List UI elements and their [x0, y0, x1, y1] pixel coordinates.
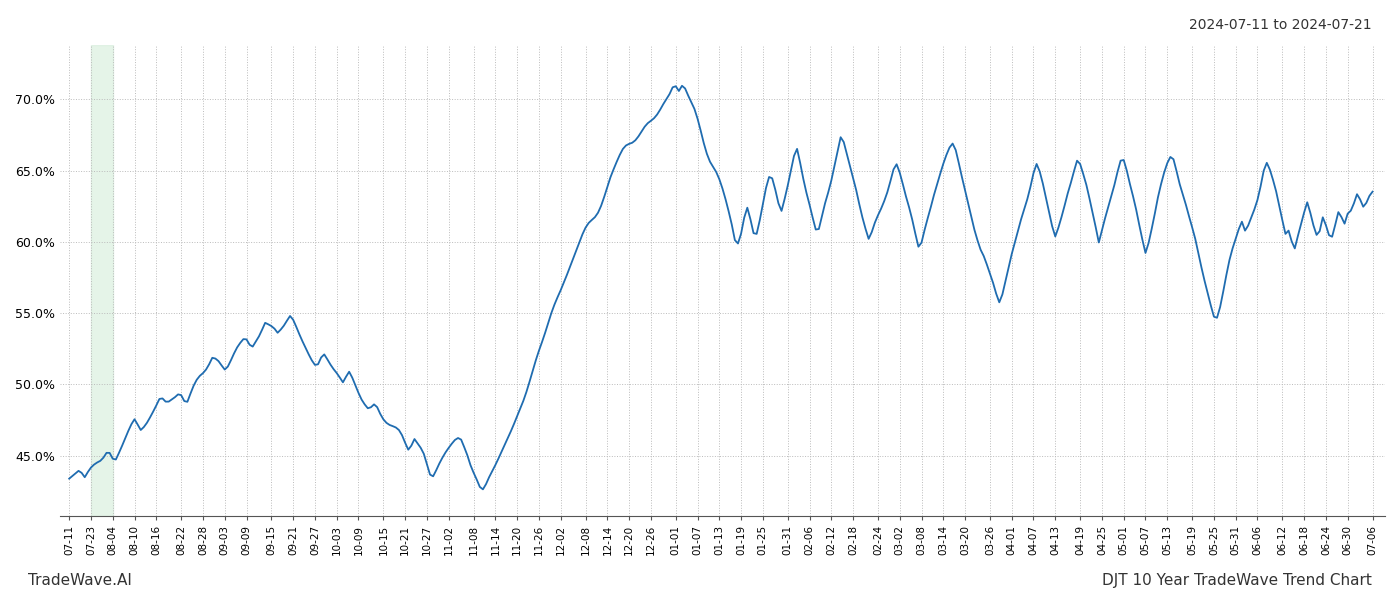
Text: DJT 10 Year TradeWave Trend Chart: DJT 10 Year TradeWave Trend Chart [1102, 573, 1372, 588]
Text: 2024-07-11 to 2024-07-21: 2024-07-11 to 2024-07-21 [1190, 18, 1372, 32]
Bar [91, 45, 113, 516]
Text: TradeWave.AI: TradeWave.AI [28, 573, 132, 588]
